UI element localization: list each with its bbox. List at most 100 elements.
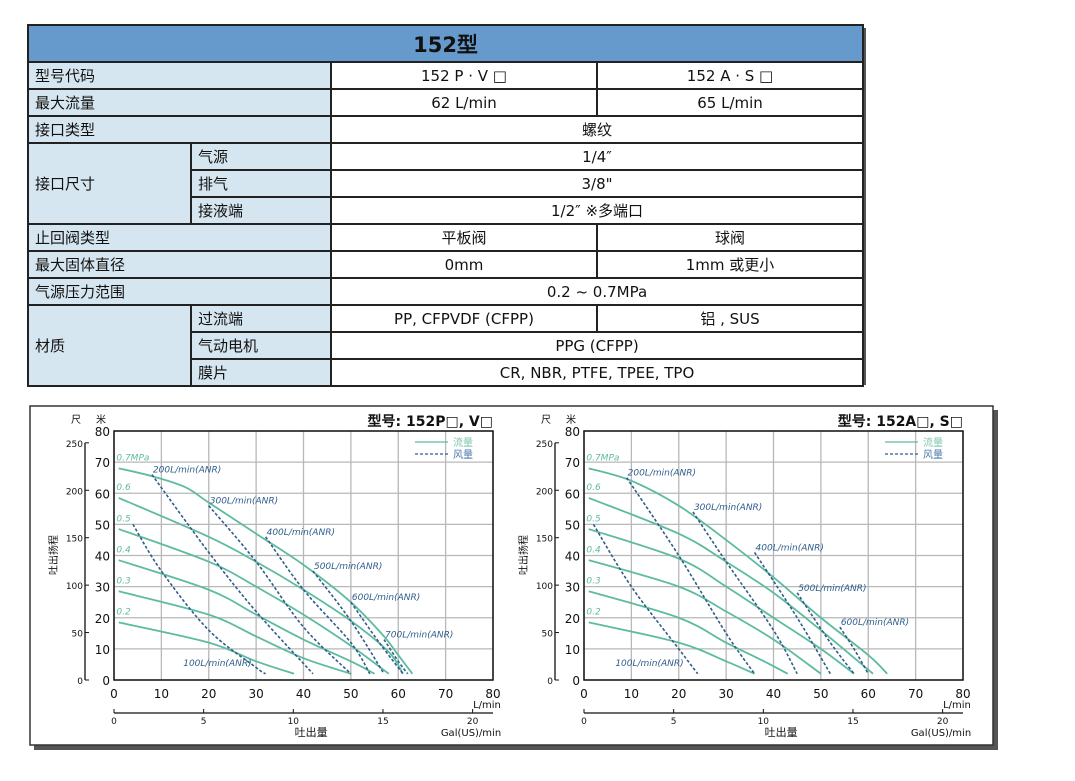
sub-label: 接液端 [190,196,332,225]
air-label: 200L/min(ANR) [628,469,696,479]
cell-value: 1/4″ [329,142,865,171]
y-tick-label: 50 [95,518,110,532]
pressure-curve-0.6 [588,497,874,675]
y-tick-label: 20 [95,612,110,626]
x2-unit-label: Gal(US)/min [911,728,971,739]
pressure-curve-0.2 [118,621,295,675]
air-curve [312,570,385,675]
gal-tick-label: 15 [377,717,388,727]
x-tick-label: 0 [110,687,118,701]
legend-flow-label: 流量 [923,436,943,449]
row-label: 最大流量 [27,88,332,117]
air-curve [350,601,404,675]
row-label: 最大固体直径 [27,250,332,279]
air-label: 500L/min(ANR) [798,584,866,594]
row-label: 接口类型 [27,115,332,144]
feet-tick-label: 50 [72,630,84,640]
cell-value: PP, CFPVDF (CFPP) [330,304,598,333]
cell-value: 152 A · S □ [595,61,865,90]
pressure-curve-0.5 [588,528,855,675]
plot-frame [113,430,494,681]
y-tick-label: 10 [565,643,580,657]
y-tick-label: 50 [565,518,580,532]
pressure-label: 0.2 [116,608,131,618]
row-label: 止回阀类型 [27,223,332,252]
table-title: 152型 [26,24,865,63]
air-label: 700L/min(ANR) [385,631,453,641]
pressure-label: 0.4 [586,545,601,555]
pressure-curve-0.5 [118,528,390,675]
spec-table: 152型 型号代码 152 P · V □ 152 A · S □ 最大流量 6… [26,24,865,387]
table-row: 最大固体直径 0mm 1mm 或更小 [27,250,865,279]
y-unit-label: 米 [566,413,576,426]
gal-tick-label: 0 [111,717,117,727]
table-row: 气源压力范围 0.2 ~ 0.7MPa [27,277,865,306]
x-tick-label: 10 [154,687,169,701]
feet-tick-label: 100 [66,582,83,592]
y-axis-label: 吐出扬程 [517,535,530,575]
sub-label: 气源 [190,142,332,171]
air-curve [383,639,409,675]
y-tick-label: 40 [95,550,110,564]
cell-value: 球阀 [595,223,865,252]
x-tick-label: 20 [201,687,216,701]
air-curve [132,523,267,675]
gal-tick-label: 5 [671,717,677,727]
sub-label: 排气 [190,169,332,198]
table-row: 膜片 CR, NBR, PTFE, TPEE, TPO [28,358,865,387]
gal-tick-label: 15 [847,717,858,727]
x-tick-label: 40 [766,687,781,701]
table-row: 止回阀类型 平板阀 球阀 [27,223,865,252]
air-label: 400L/min(ANR) [756,543,824,553]
air-label: 200L/min(ANR) [153,466,221,476]
x-axis-label: 吐出量 [765,725,798,739]
gal-tick-label: 20 [937,717,949,727]
x-tick-label: 70 [908,687,923,701]
cell-value: 0mm [330,250,598,279]
air-curve [796,592,855,675]
table-row: 气动电机 PPG (CFPP) [28,331,865,360]
x-unit-label: L/min [943,700,971,711]
y-tick-label: 40 [565,550,580,564]
sub-label: 过流端 [190,304,332,333]
table-row: 接液端 1/2″ ※多端口 [28,196,865,225]
y-tick-label: 30 [565,581,580,595]
x-tick-label: 30 [718,687,733,701]
row-label: 材质 [27,304,192,387]
x-tick-label: 50 [813,687,828,701]
x-tick-label: 70 [438,687,453,701]
cell-value: 0.2 ~ 0.7MPa [329,277,865,306]
air-label: 300L/min(ANR) [210,497,278,507]
y-tick-label: 80 [565,425,580,439]
pressure-label: 0.3 [586,577,601,587]
x-tick-label: 10 [624,687,639,701]
pressure-label: 0.2 [586,608,601,618]
feet-tick-label: 100 [536,582,553,592]
feet-tick-label: 50 [542,630,554,640]
cell-value: CR, NBR, PTFE, TPEE, TPO [329,358,865,387]
sub-label: 膜片 [190,358,332,387]
y-axis-label: 吐出扬程 [47,535,60,575]
pressure-curve-0.4 [118,559,375,675]
feet-tick-label: 0 [547,677,553,687]
pressure-curve-0.7MPa [588,467,888,675]
chart-panel [29,405,994,746]
pressure-label: 0.7MPa [116,454,149,464]
cell-value: 1/2″ ※多端口 [329,196,865,225]
x-tick-label: 30 [248,687,263,701]
pressure-curve-0.3 [588,590,789,675]
cell-value: 螺纹 [329,115,865,144]
gal-tick-label: 20 [467,717,479,727]
x-tick-label: 80 [485,687,500,701]
air-label: 100L/min(ANR) [615,659,683,669]
x-tick-label: 0 [580,687,588,701]
x-tick-label: 50 [343,687,358,701]
pressure-curve-0.4 [588,559,822,675]
chart-title: 型号: 152P□, V□ [368,413,493,430]
table-row: 接口类型 螺纹 [27,115,865,144]
air-label: 500L/min(ANR) [314,562,382,572]
cell-value: 铝 , SUS [595,304,865,333]
cell-value: 平板阀 [330,223,598,252]
feet-tick-label: 150 [66,535,83,545]
air-curve [692,511,798,675]
